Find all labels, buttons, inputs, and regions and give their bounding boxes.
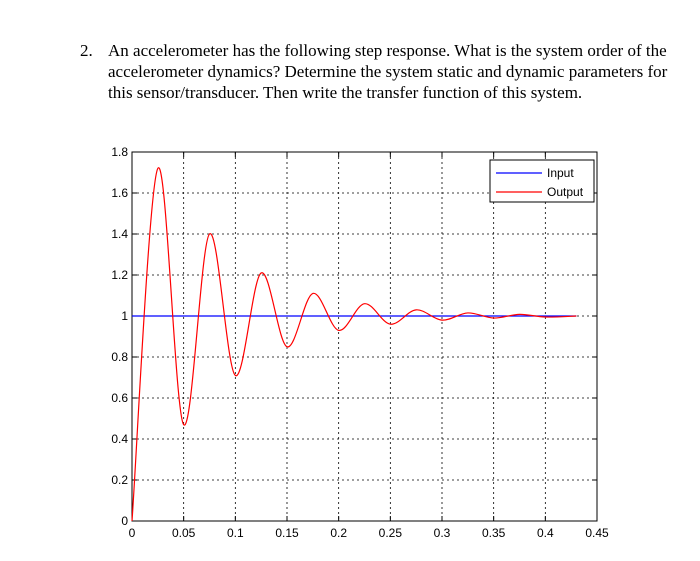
- y-tick-label: 1.2: [111, 268, 128, 282]
- axes-box: [131, 151, 598, 522]
- legend-label-output: Output: [547, 185, 584, 199]
- y-tick-label: 1.8: [111, 145, 128, 159]
- y-tick-label: 1.6: [111, 186, 128, 200]
- y-tick-label: 0.4: [111, 432, 128, 446]
- x-tick-label: 0.3: [434, 526, 451, 540]
- x-tick-label: 0.05: [172, 526, 196, 540]
- y-tick-label: 1: [121, 309, 128, 323]
- y-tick-label: 0.6: [111, 391, 128, 405]
- plot-area: [132, 152, 597, 521]
- y-tick-label: 0: [121, 514, 128, 528]
- x-tick-label: 0.15: [275, 526, 299, 540]
- y-tick-label: 0.2: [111, 473, 128, 487]
- x-tick-label: 0.45: [585, 526, 609, 540]
- series-line-output: [131, 167, 577, 522]
- x-tick-label: 0.1: [227, 526, 244, 540]
- x-tick-label: 0.2: [330, 526, 347, 540]
- x-tick-label: 0: [129, 526, 136, 540]
- question-text: An accelerometer has the following step …: [108, 41, 668, 102]
- x-tick-label: 0.4: [537, 526, 554, 540]
- x-tick-label: 0.35: [482, 526, 506, 540]
- y-tick-label: 1.4: [111, 227, 128, 241]
- legend-box: [489, 159, 595, 203]
- x-tick-label: 0.25: [379, 526, 403, 540]
- legend-label-input: Input: [547, 166, 574, 180]
- question-number: 2.: [80, 41, 93, 60]
- y-tick-label: 0.8: [111, 350, 128, 364]
